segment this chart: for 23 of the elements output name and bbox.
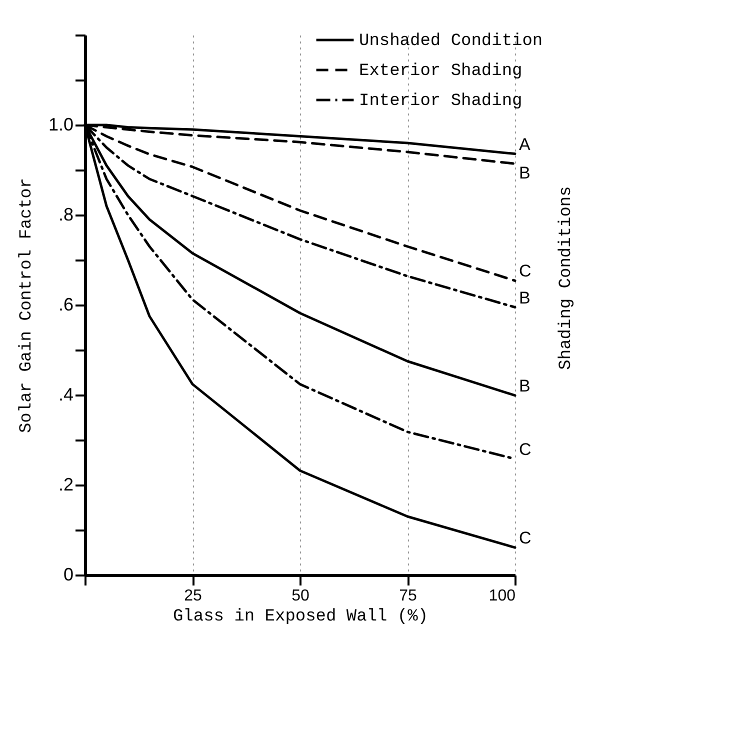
- y-tick-label: .2: [58, 474, 74, 494]
- x-tick-label: 75: [399, 588, 417, 604]
- text: C: [519, 440, 532, 459]
- y-tick-label: .6: [58, 294, 74, 314]
- text: B: [519, 164, 530, 183]
- text: B: [519, 376, 530, 396]
- text: A: [519, 134, 531, 154]
- legend-label: Interior Shading: [359, 92, 522, 111]
- y-tick-label: .4: [58, 384, 74, 404]
- x-axis-title: Glass in Exposed Wall (%): [172, 608, 428, 626]
- text: B: [519, 288, 530, 308]
- text: C: [519, 262, 532, 281]
- x-tick-label: 50: [292, 588, 310, 604]
- legend-label: Unshaded Condition: [359, 32, 543, 51]
- y-tick-label: 1.0: [48, 114, 74, 134]
- y-tick-label: 0: [63, 564, 74, 584]
- y2-axis-title: Shading Conditions: [557, 186, 576, 370]
- x-tick-label: 100: [488, 588, 516, 604]
- y-axis-title: Solar Gain Control Factor: [17, 178, 36, 434]
- legend-label: Exterior Shading: [359, 62, 522, 81]
- y-tick-label: .8: [58, 204, 74, 224]
- text: C: [519, 528, 532, 548]
- x-tick-label: 25: [184, 588, 202, 604]
